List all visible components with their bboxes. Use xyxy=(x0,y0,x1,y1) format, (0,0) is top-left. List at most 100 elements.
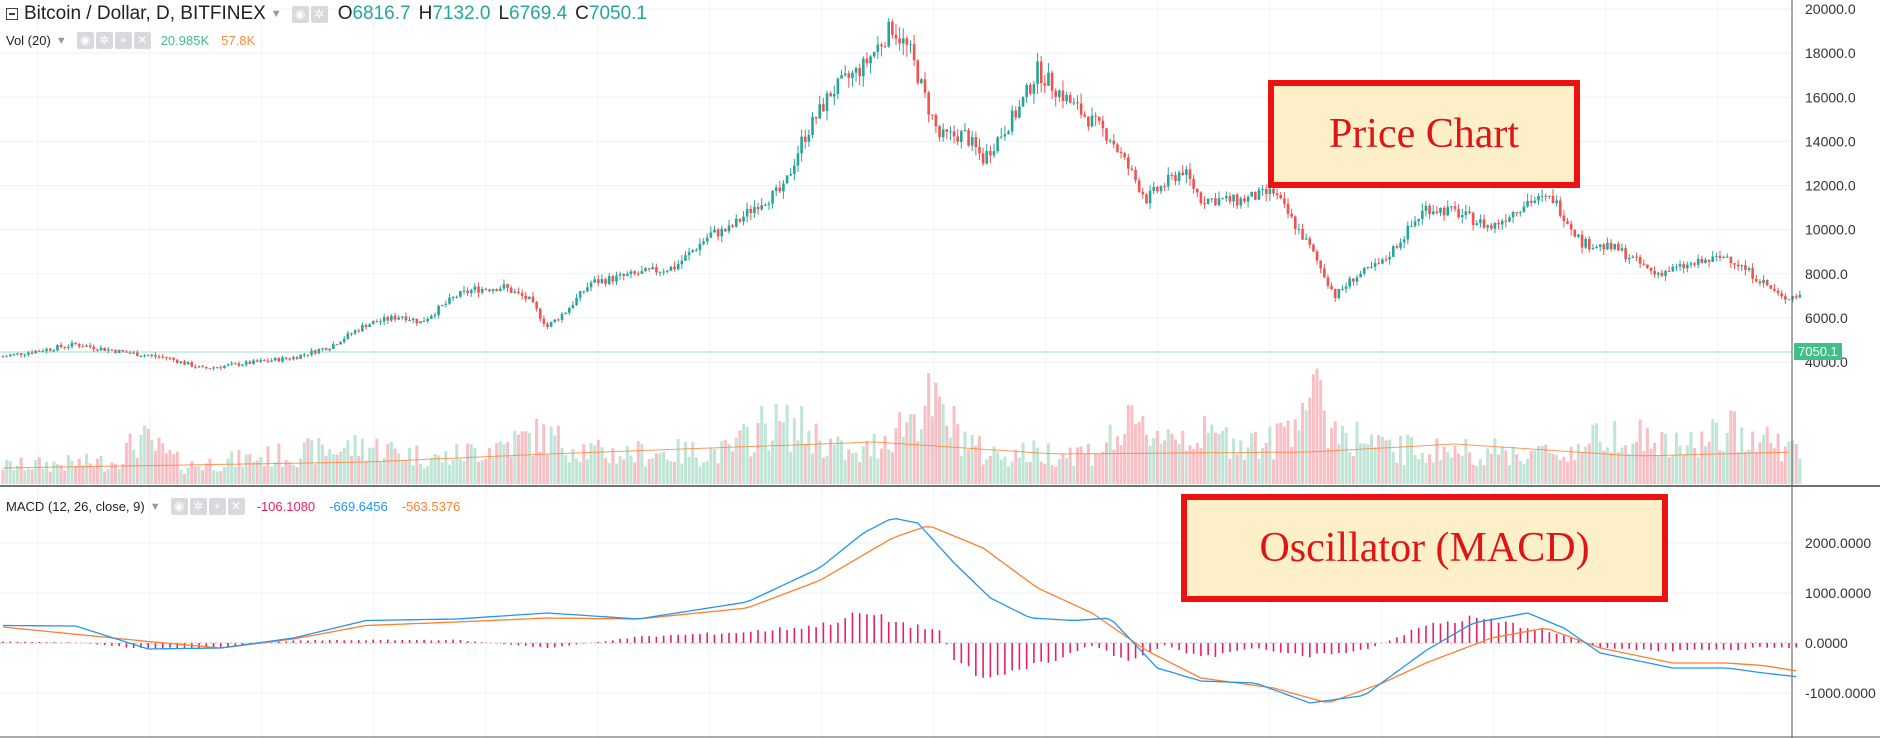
candle-body xyxy=(1740,265,1744,267)
candle-body xyxy=(469,290,473,294)
volume-bar xyxy=(1497,454,1501,484)
chevron-down-icon[interactable]: ▼ xyxy=(149,500,161,513)
candle-body xyxy=(665,270,669,272)
gear-icon[interactable]: ✲ xyxy=(189,498,207,515)
candle-body xyxy=(1214,198,1217,206)
candle-body xyxy=(368,324,371,327)
gear-icon[interactable]: ✲ xyxy=(95,32,113,49)
candle-body xyxy=(967,130,970,146)
volume-bar xyxy=(491,457,495,484)
chevron-down-icon[interactable]: ▼ xyxy=(55,34,67,47)
candle-body xyxy=(1094,115,1097,117)
close-icon[interactable]: ✕ xyxy=(227,498,245,515)
candle-body xyxy=(103,347,106,351)
eye-icon[interactable]: ◉ xyxy=(76,32,94,49)
symbol-title[interactable]: Bitcoin / Dollar, D, BITFINEX xyxy=(24,3,266,24)
candle-body xyxy=(45,348,48,352)
collapse-icon[interactable] xyxy=(6,8,18,20)
chevron-down-icon[interactable]: ▼ xyxy=(270,8,282,20)
volume-bar xyxy=(132,449,136,484)
price-axis[interactable]: 4000.06000.08000.010000.012000.014000.01… xyxy=(1805,1,1856,370)
volume-bar xyxy=(1210,424,1214,484)
candle-body xyxy=(1370,266,1373,268)
candle-body xyxy=(647,268,651,270)
candle-body xyxy=(1181,172,1185,175)
volume-bar xyxy=(462,461,466,484)
candle-body xyxy=(1417,218,1420,222)
candle-body xyxy=(1210,198,1214,200)
candle-body xyxy=(1762,280,1765,284)
candle-body xyxy=(1497,222,1500,225)
candle-body xyxy=(1032,84,1036,94)
volume-bar xyxy=(172,454,176,484)
candle-body xyxy=(836,78,840,94)
candle-body xyxy=(404,316,408,321)
volume-bar xyxy=(1627,453,1631,484)
candle-body xyxy=(1627,257,1631,260)
volume-bar xyxy=(1602,450,1606,484)
volume-bar xyxy=(466,443,470,484)
volume-bar xyxy=(861,446,865,484)
candle-body xyxy=(172,357,175,360)
candle-body xyxy=(1410,225,1413,227)
candle-body xyxy=(593,279,596,283)
candle-body xyxy=(422,320,426,322)
gear-icon[interactable]: ✲ xyxy=(310,5,328,23)
volume-bar xyxy=(193,466,197,484)
candle-body xyxy=(1206,198,1210,204)
eye-icon[interactable]: ◉ xyxy=(170,498,188,515)
candle-body xyxy=(749,208,753,214)
volume-bar xyxy=(1355,421,1359,484)
volume-bar xyxy=(1587,443,1591,484)
volume-bar xyxy=(1083,453,1087,484)
volume-bar xyxy=(956,424,960,484)
volume-bar xyxy=(1674,432,1678,484)
volume-bar xyxy=(1613,420,1617,484)
candle-body xyxy=(894,34,898,39)
macd-title[interactable]: MACD (12, 26, close, 9) xyxy=(6,499,145,514)
candle-body xyxy=(466,290,469,294)
eye-icon[interactable]: ◉ xyxy=(291,5,309,23)
volume-bar xyxy=(883,436,887,484)
volume-bar xyxy=(1758,442,1762,484)
candle-body xyxy=(872,51,876,57)
plus-icon[interactable]: + xyxy=(114,32,132,49)
volume-bar xyxy=(339,451,343,484)
candle-body xyxy=(1112,140,1116,145)
volume-bar xyxy=(284,459,288,484)
volume-bar xyxy=(858,461,862,484)
plus-icon[interactable]: + xyxy=(208,498,226,515)
macd-axis[interactable]: -1000.0000 0.0000 1000.0000 2000.0000 xyxy=(1805,535,1876,701)
volume-bar xyxy=(59,464,63,484)
candle-body xyxy=(136,352,139,357)
volume-bar xyxy=(959,455,963,484)
volume-bar xyxy=(1555,455,1559,484)
volume-bar xyxy=(930,416,934,484)
candle-body xyxy=(713,229,716,233)
close-icon[interactable]: ✕ xyxy=(133,32,151,49)
volume-title[interactable]: Vol (20) xyxy=(6,33,51,48)
candle-body xyxy=(1087,116,1090,127)
volume-bar xyxy=(1399,435,1403,484)
candle-body xyxy=(393,315,397,320)
volume-bar xyxy=(640,444,644,484)
volume-bar xyxy=(106,469,110,484)
volume-bar xyxy=(662,451,666,484)
volume-bar xyxy=(919,429,923,484)
candle-body xyxy=(1344,286,1348,289)
candle-body xyxy=(1355,277,1359,282)
candle-body xyxy=(557,319,560,321)
volume-bar xyxy=(1660,431,1664,484)
candle-body xyxy=(803,136,807,142)
volume-bar xyxy=(157,437,161,484)
volume-bar xyxy=(1424,462,1428,484)
volume-bar xyxy=(1605,447,1609,484)
candle-body xyxy=(734,218,738,227)
candle-body xyxy=(1148,190,1152,204)
volume-bar xyxy=(1279,422,1283,484)
candle-body xyxy=(1609,242,1613,250)
volume-bar xyxy=(1086,443,1090,484)
candle-body xyxy=(8,354,12,357)
volume-bar xyxy=(535,419,539,484)
